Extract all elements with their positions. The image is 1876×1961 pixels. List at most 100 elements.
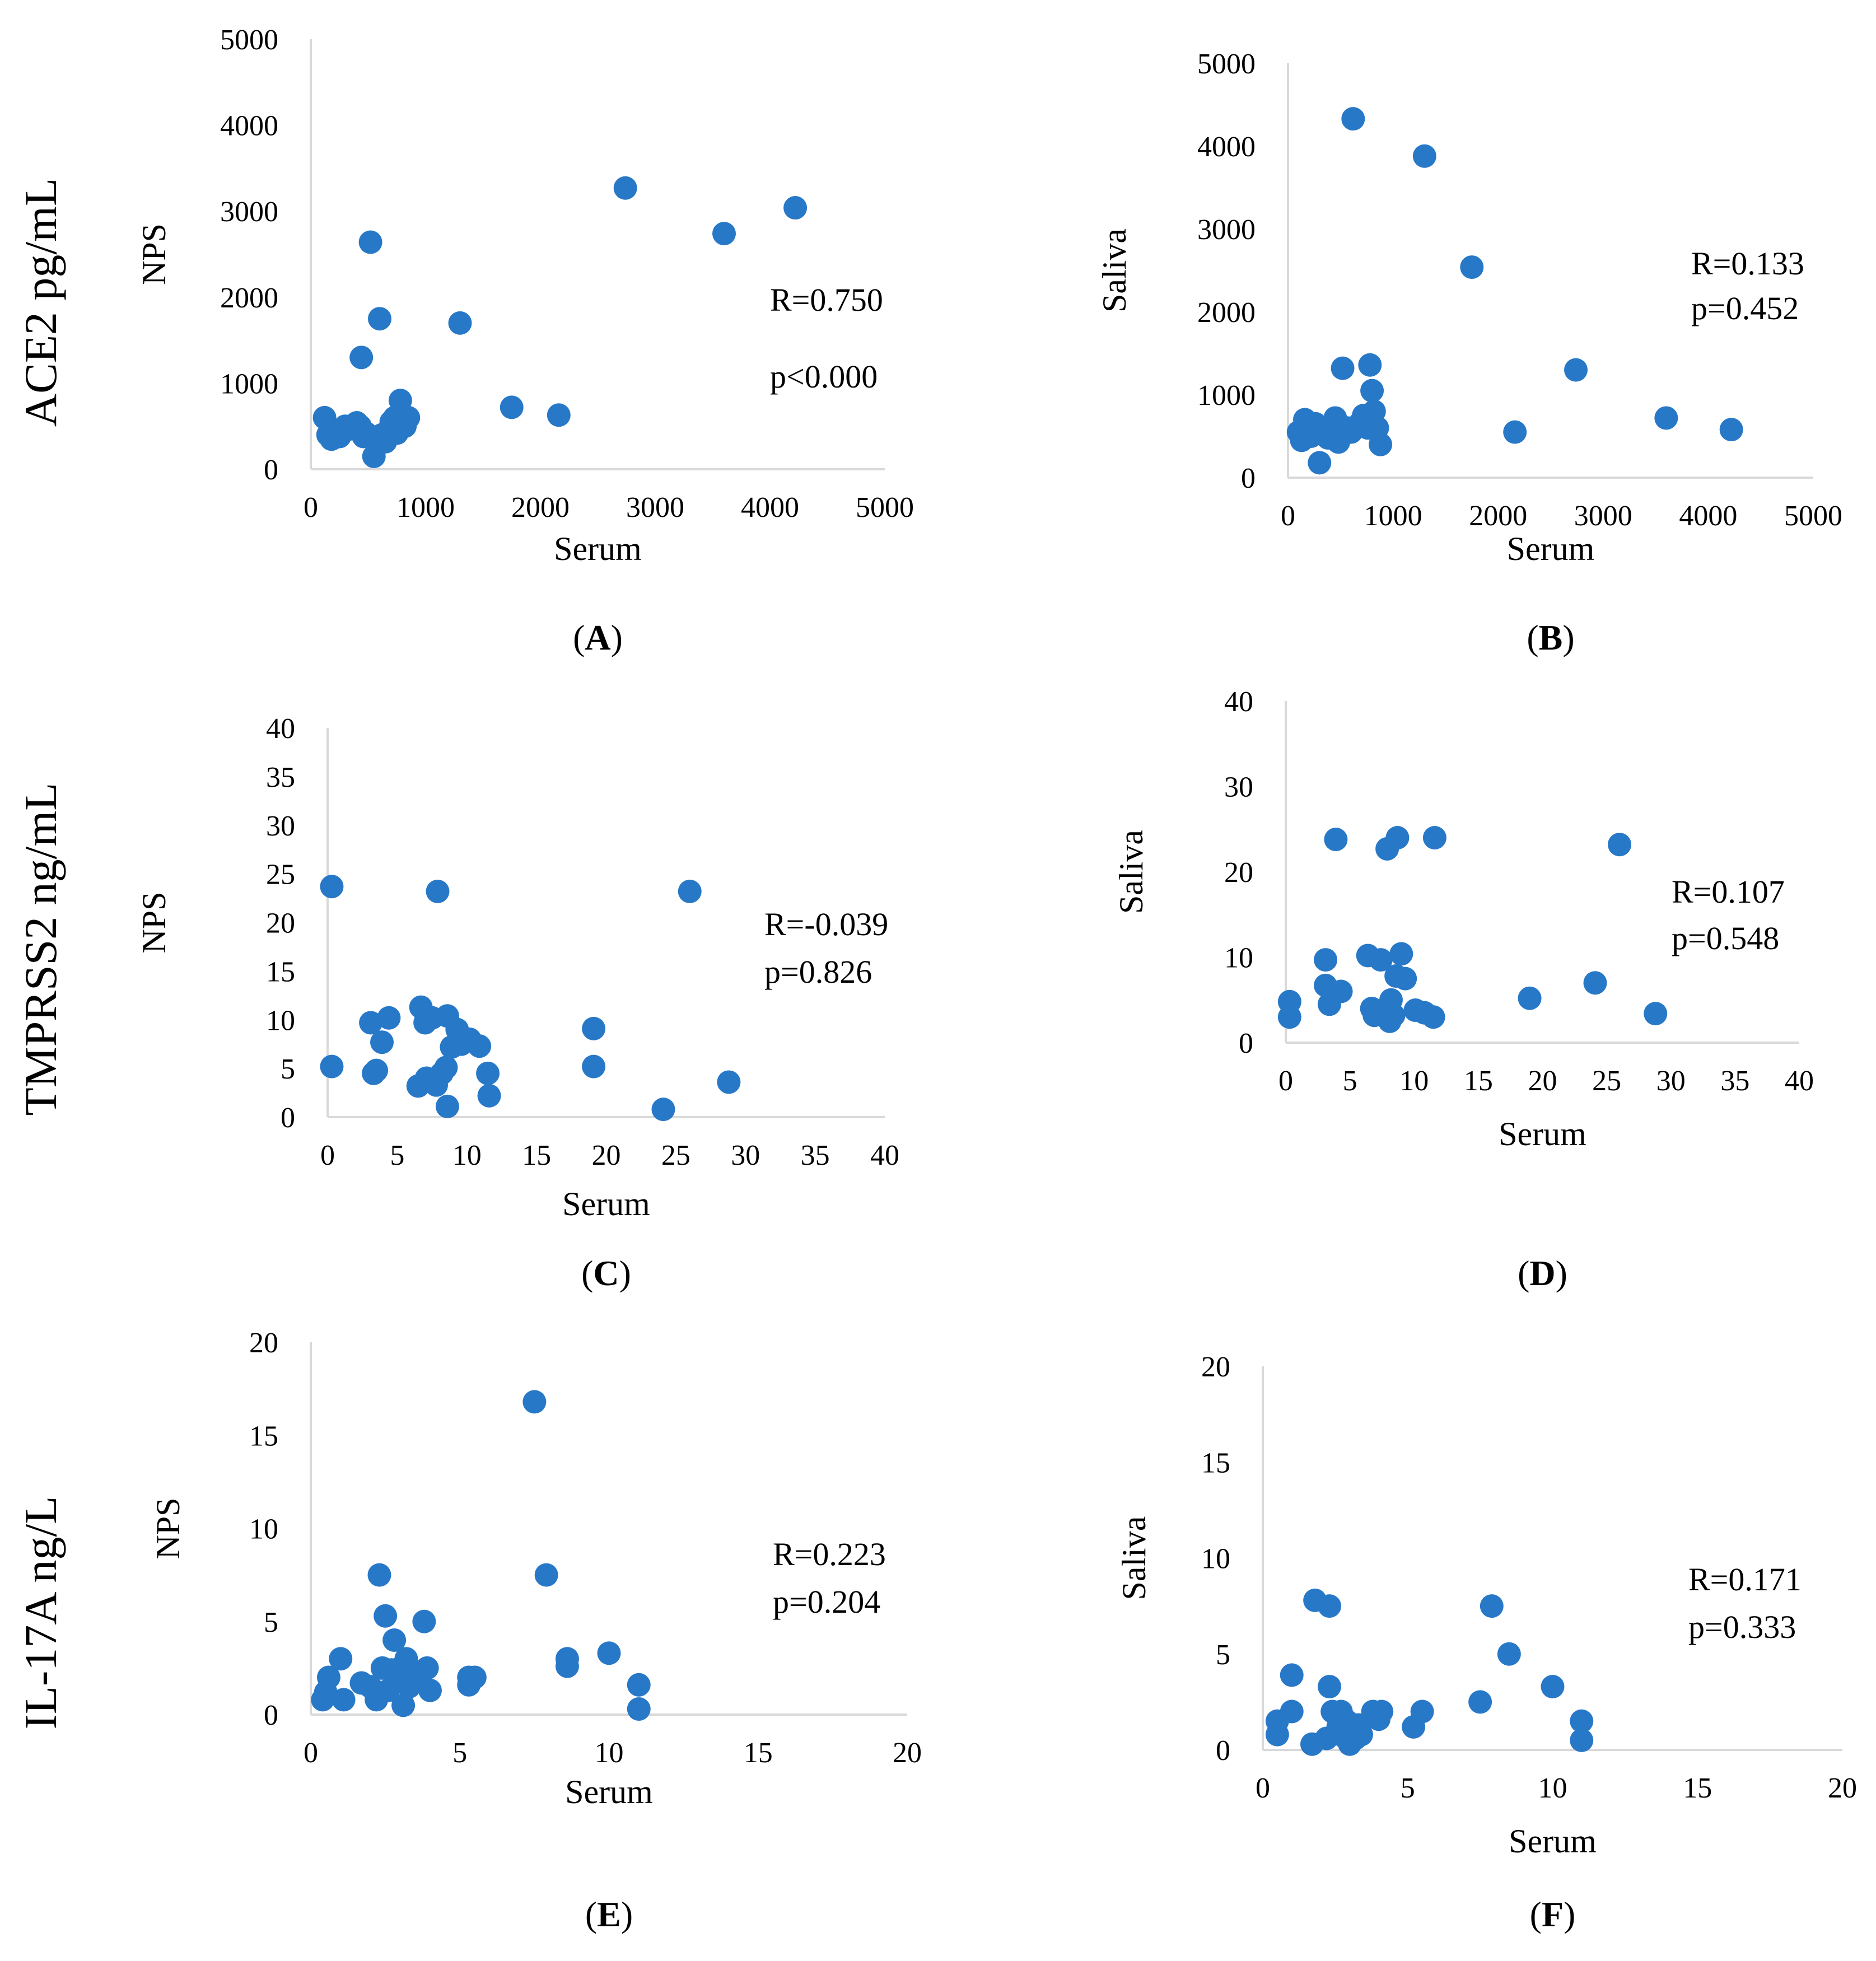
y-tick-label: 0: [1241, 463, 1256, 494]
y-axis-label: NPS: [150, 1497, 186, 1559]
y-tick-label: 20: [1224, 857, 1253, 889]
data-point: [1265, 1722, 1289, 1747]
x-tick-label: 0: [1281, 500, 1295, 532]
stat-annotation: R=0.750: [770, 282, 883, 318]
x-axis-label: Serum: [1499, 1115, 1586, 1152]
y-tick-label: 30: [1224, 772, 1253, 804]
x-tick-label: 25: [661, 1140, 690, 1171]
y-axis-label: NPS: [136, 223, 172, 285]
x-tick-label: 5: [1343, 1065, 1357, 1097]
data-point: [1280, 1699, 1304, 1724]
stat-annotation: p=0.826: [764, 954, 872, 990]
stat-annotation: p<0.000: [770, 358, 878, 395]
y-tick-label: 5000: [1197, 48, 1256, 80]
data-point: [1385, 826, 1410, 849]
data-point: [1277, 1005, 1301, 1029]
data-point: [1382, 1003, 1406, 1028]
data-point: [1318, 1594, 1342, 1618]
x-axis-label: Serum: [1507, 530, 1595, 567]
panel-label: (B): [1527, 618, 1574, 657]
y-tick-label: 2000: [1197, 297, 1256, 329]
data-point: [377, 1006, 401, 1030]
data-point: [394, 1647, 418, 1671]
x-tick-label: 4000: [1679, 500, 1737, 532]
stat-annotation: R=0.223: [773, 1536, 886, 1572]
data-point: [1341, 107, 1365, 131]
y-tick-label: 0: [264, 1699, 278, 1731]
data-point: [613, 176, 637, 200]
data-point: [434, 1056, 458, 1080]
data-point: [1369, 432, 1393, 456]
x-tick-label: 15: [744, 1737, 773, 1769]
data-point: [382, 1628, 407, 1652]
y-tick-label: 2000: [220, 282, 278, 314]
x-tick-label: 0: [304, 1737, 318, 1769]
x-tick-label: 5: [1401, 1772, 1415, 1804]
data-point: [500, 395, 524, 419]
data-point: [1541, 1674, 1565, 1698]
data-point: [1518, 986, 1542, 1010]
stat-annotation: R=0.133: [1691, 245, 1804, 282]
x-tick-label: 10: [452, 1140, 482, 1171]
data-point: [476, 1061, 500, 1085]
x-tick-label: 20: [1528, 1065, 1557, 1097]
stat-annotation: p=0.452: [1691, 290, 1799, 326]
x-tick-label: 20: [1828, 1772, 1857, 1804]
data-point: [477, 1084, 501, 1108]
data-point: [534, 1563, 558, 1587]
x-tick-label: 1000: [1364, 500, 1422, 532]
data-point: [415, 1656, 439, 1680]
y-tick-label: 15: [1201, 1447, 1230, 1479]
scatter-panel-d: 0 10 20 30 40 0 5 10 15 20 25 30 35 40 Serum Saliva R=0.…: [1113, 686, 1814, 1293]
data-point: [1421, 1005, 1445, 1029]
y-tick-label: 1000: [1197, 380, 1256, 412]
data-point: [555, 1654, 579, 1678]
y-axis-label: NPS: [136, 891, 172, 953]
data-point: [448, 311, 472, 335]
panel-label: (E): [585, 1894, 633, 1934]
y-tick-label: 10: [266, 1005, 295, 1036]
x-tick-label: 3000: [626, 492, 684, 524]
x-axis-label: Serum: [565, 1773, 653, 1810]
x-tick-label: 0: [1256, 1772, 1270, 1804]
y-tick-label: 20: [266, 908, 295, 940]
data-point: [783, 196, 808, 220]
y-axis-label: Saliva: [1096, 228, 1133, 312]
y-tick-label: 5000: [220, 24, 278, 56]
data-point: [332, 1688, 356, 1712]
data-point: [1308, 451, 1332, 475]
y-axis-label: Saliva: [1113, 830, 1150, 914]
data-point: [374, 1604, 398, 1628]
y-tick-label: 0: [1216, 1735, 1230, 1767]
row-label-ace2: ACE2 pg/mL: [15, 178, 66, 427]
x-tick-label: 5: [390, 1140, 404, 1171]
data-point: [1410, 1699, 1434, 1724]
data-point: [1412, 144, 1436, 168]
stat-annotation: R=-0.039: [764, 906, 888, 942]
panel-label: (C): [581, 1253, 631, 1293]
data-point: [1360, 379, 1384, 403]
x-tick-label: 2000: [1469, 500, 1527, 532]
scatter-panel-b: 0 1000 2000 3000 4000 5000 0 1000 2000 3000 4000 50…: [1096, 48, 1842, 657]
x-tick-label: 2000: [511, 492, 570, 524]
y-axis-label: Saliva: [1116, 1516, 1152, 1600]
x-tick-label: 20: [592, 1140, 621, 1171]
data-point: [1329, 979, 1353, 1003]
x-tick-label: 30: [1656, 1065, 1686, 1097]
y-tick-label: 10: [249, 1514, 278, 1546]
x-tick-label: 40: [1785, 1065, 1814, 1097]
data-point: [468, 1034, 492, 1058]
data-point: [359, 1011, 383, 1035]
data-point: [1280, 1663, 1304, 1687]
x-tick-label: 30: [731, 1140, 760, 1171]
data-point: [1460, 255, 1484, 279]
data-point: [1503, 420, 1527, 444]
y-tick-label: 20: [1201, 1351, 1230, 1383]
stat-annotation: p=0.333: [1688, 1609, 1796, 1645]
data-point: [627, 1697, 651, 1721]
x-tick-label: 10: [1399, 1065, 1429, 1097]
scatter-panel-a: 0 1000 2000 3000 4000 5000 0 1000 2000 3000 4000 50…: [136, 24, 914, 657]
data-point: [1314, 948, 1338, 972]
stat-annotation: p=0.204: [773, 1584, 880, 1620]
x-axis-label: Serum: [1509, 1823, 1597, 1860]
